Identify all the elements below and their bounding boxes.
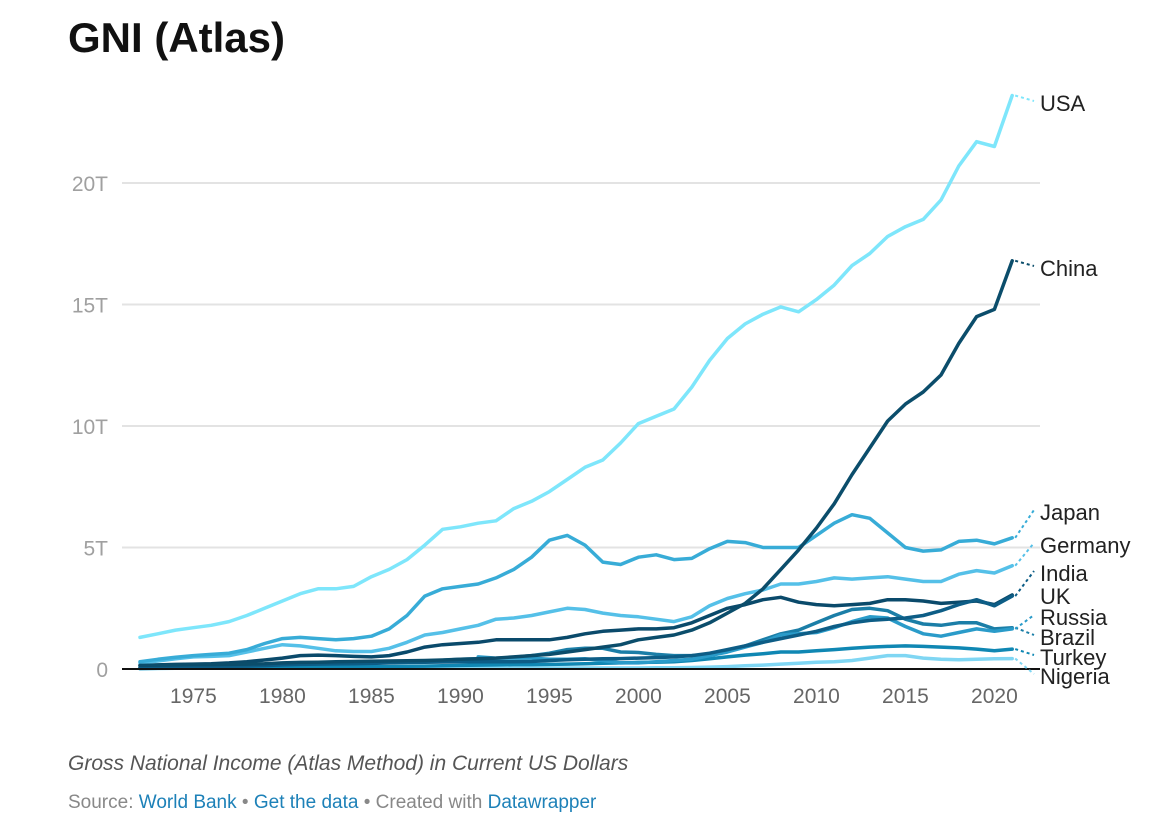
world-bank-link[interactable]: World Bank	[138, 792, 237, 813]
x-tick-label: 1975	[170, 685, 217, 708]
x-tick-label: 1980	[259, 685, 306, 708]
chart-title: GNI (Atlas)	[68, 14, 286, 61]
created-with-text: Created with	[375, 792, 483, 813]
x-tick-label: 2000	[615, 685, 662, 708]
series-label-india: India	[1040, 561, 1088, 586]
series-label-germany: Germany	[1040, 533, 1130, 558]
y-tick-label: 10T	[72, 416, 108, 439]
datawrapper-link[interactable]: Datawrapper	[487, 792, 597, 813]
series-line-china	[138, 259, 1014, 668]
series-label-nigeria: Nigeria	[1040, 664, 1110, 689]
x-tick-label: 2015	[882, 685, 929, 708]
series-line-germany	[138, 563, 1014, 665]
y-tick-label: 20T	[72, 173, 108, 196]
x-tick-label: 2005	[704, 685, 751, 708]
chart-subtitle: Gross National Income (Atlas Method) in …	[68, 752, 629, 775]
get-data-link[interactable]: Get the data	[253, 792, 359, 813]
series-line-india	[138, 594, 1014, 670]
label-leader-line	[1014, 648, 1035, 656]
label-leader-line	[1014, 542, 1035, 567]
source-prefix: Source:	[68, 792, 134, 813]
series-line-uk	[138, 593, 1014, 668]
label-leader-line	[1014, 509, 1035, 539]
x-tick-label: 1985	[348, 685, 395, 708]
x-tick-label: 2010	[793, 685, 840, 708]
series-label-uk: UK	[1040, 584, 1071, 609]
series-label-turkey: Turkey	[1040, 645, 1106, 670]
x-tick-label: 1990	[437, 685, 484, 708]
x-tick-label: 2020	[971, 685, 1018, 708]
series-line-turkey	[138, 644, 1014, 671]
y-tick-label: 15T	[72, 295, 108, 318]
x-tick-label: 1995	[526, 685, 573, 708]
series-label-russia: Russia	[1040, 605, 1108, 630]
label-leader-line	[1014, 570, 1035, 597]
bullet-separator: •	[241, 792, 249, 813]
label-leader-line	[1014, 94, 1035, 102]
label-leader-line	[1014, 626, 1035, 636]
series-line-japan	[138, 512, 1014, 664]
label-leader-line	[1014, 657, 1035, 675]
series-label-usa: USA	[1040, 91, 1086, 116]
series-label-china: China	[1040, 256, 1098, 281]
y-tick-label: 0	[96, 659, 108, 682]
source-line: Source: World Bank • Get the data • Crea…	[68, 792, 596, 814]
label-leader-line	[1014, 259, 1035, 267]
series-line-usa	[138, 93, 1014, 640]
y-tick-label: 5T	[83, 538, 108, 561]
series-label-brazil: Brazil	[1040, 625, 1095, 650]
label-leader-line	[1014, 614, 1035, 630]
bullet-separator: •	[363, 792, 371, 813]
series-label-japan: Japan	[1040, 500, 1100, 525]
